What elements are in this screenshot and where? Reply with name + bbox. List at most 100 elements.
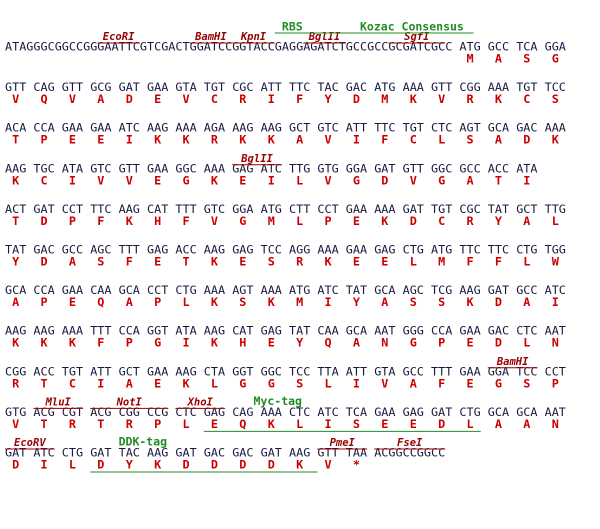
feature-label: DDK-tag [119,435,168,449]
feature-label: Myc-tag [254,394,303,408]
codon: GAT [261,446,282,460]
amino-acid: F [296,92,303,106]
amino-acid: V [324,133,331,147]
amino-acid: P [154,295,161,309]
amino-acid: M [296,295,303,309]
codon: CTA [204,364,225,378]
amino-acid: M [268,214,275,228]
amino-acid: T [182,255,189,269]
amino-acid: V [182,92,189,106]
codon: GGA [545,40,566,54]
codon: GCA [5,283,26,297]
codon: CGC [459,202,480,216]
amino-acid: A [495,52,502,66]
codon: TTA [317,364,338,378]
codon: TTT [175,202,196,216]
amino-acid: R [211,133,219,147]
amino-acid: F [97,214,104,228]
codon: GTA [374,364,395,378]
codon: ACC [488,161,509,175]
amino-acid: T [97,417,104,431]
codon: ACT [5,202,26,216]
codon: CGC [232,80,253,94]
codon: GAA [346,243,367,257]
amino-acid: E [353,255,360,269]
codon: TTC [488,243,509,257]
amino-acid: S [268,255,275,269]
codon: TAT [488,202,509,216]
amino-acid: F [495,255,502,269]
amino-acid: P [40,133,47,147]
codon: AAA [374,202,395,216]
codon: ATA [175,324,196,338]
codon: CCA [33,121,54,135]
amino-acid: G [268,376,275,390]
restriction-site-label: BamHI [194,31,227,43]
codon: AAG [232,121,253,135]
codon: GAG [147,243,168,257]
amino-acid: E [97,133,104,147]
amino-acid: L [296,417,303,431]
amino-acid: L [296,173,303,187]
codon: ATC [317,283,338,297]
codon: GCA [346,324,367,338]
amino-acid: D [12,458,19,472]
codon: CCA [431,324,452,338]
codon: CAT [232,324,253,338]
codon: GAA [374,405,395,419]
codon: GTT [431,80,452,94]
codon: CCT [317,202,338,216]
amino-acid: A [296,133,303,147]
codon: CGG [459,80,480,94]
codon: AAT [374,324,395,338]
amino-acid: L [410,255,417,269]
codon: TTC [289,80,310,94]
amino-acid: I [324,295,331,309]
amino-acid: K [324,255,332,269]
codon: TTC [90,202,111,216]
codon: AAT [545,324,566,338]
amino-acid: H [154,214,161,228]
codon: ATT [261,80,282,94]
amino-acid: Q [324,336,331,350]
codon: TTT [431,364,452,378]
codon: AAG [147,121,168,135]
amino-acid: K [381,214,389,228]
amino-acid: W [552,255,560,269]
codon: CAA [317,324,338,338]
amino-acid: L [182,417,189,431]
codon: AAG [175,364,196,378]
amino-acid: I [353,376,360,390]
amino-acid: S [552,92,559,106]
codon: CTT [289,202,310,216]
codon: CCA [119,324,140,338]
codon: AAA [261,283,282,297]
amino-acid: D [97,458,104,472]
codon: GTA [175,80,196,94]
amino-acid: V [69,92,76,106]
codon: GCC [488,40,509,54]
amino-acid: A [97,92,104,106]
codon: AGT [459,121,480,135]
amino-acid: S [296,376,303,390]
amino-acid: G [239,214,246,228]
codon: GAA [147,161,168,175]
amino-acid: K [211,336,219,350]
codon: ATG [431,243,452,257]
codon: CAG [232,405,253,419]
amino-acid: E [211,417,218,431]
amino-acid: L [523,336,530,350]
amino-acid: P [126,336,133,350]
codon: ATT [346,364,367,378]
codon: ATC [317,405,338,419]
amino-acid: C [438,214,445,228]
codon: GTC [204,202,225,216]
codon: TTT [90,324,111,338]
amino-acid: K [69,336,77,350]
codon: GGA [346,161,367,175]
codon: GAT [488,283,509,297]
amino-acid: R [126,417,134,431]
amino-acid: E [466,376,473,390]
codon: AAG [33,324,54,338]
amino-acid: E [381,417,388,431]
